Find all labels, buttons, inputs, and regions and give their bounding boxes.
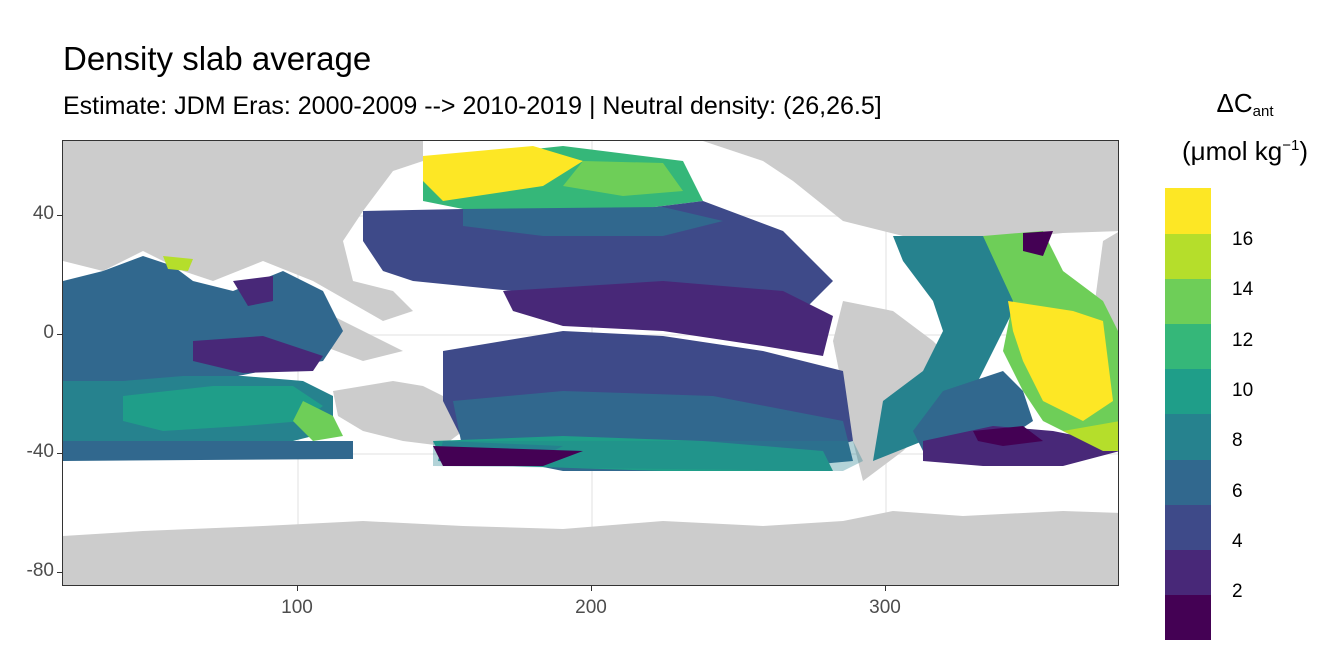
legend-bin [1165, 188, 1211, 234]
legend-title: ΔCant [1216, 88, 1274, 120]
legend-bin [1165, 594, 1211, 641]
legend-bin [1165, 233, 1211, 279]
legend-unit: (μmol kg−1) [1182, 136, 1308, 166]
y-tick-mark [57, 334, 62, 335]
x-tick-label: 100 [281, 597, 313, 618]
y-tick-mark [57, 215, 62, 216]
y-tick-label: -40 [26, 441, 54, 462]
legend-tick [1211, 391, 1217, 392]
legend-bin [1165, 323, 1211, 370]
ocean-fields [63, 146, 1118, 471]
legend-tick [1211, 341, 1217, 342]
legend-label: 10 [1232, 380, 1254, 401]
y-tick-mark [57, 453, 62, 454]
legend-label: 8 [1232, 430, 1243, 451]
legend-bin [1165, 504, 1211, 551]
legend-tick [1211, 592, 1217, 593]
map-subtitle: Estimate: JDM Eras: 2000-2009 --> 2010-2… [63, 92, 882, 120]
legend-tick [1211, 542, 1217, 543]
legend-label: 6 [1232, 481, 1243, 502]
legend-tick [1211, 492, 1217, 493]
x-tick-mark [297, 586, 298, 591]
legend-bin [1165, 278, 1211, 325]
legend-label: 12 [1232, 330, 1254, 351]
x-tick-label: 200 [575, 597, 607, 618]
legend-label: 4 [1232, 531, 1243, 552]
legend-tick [1211, 441, 1217, 442]
legend-tick [1211, 240, 1217, 241]
y-tick-label: 40 [32, 203, 54, 224]
legend-bin [1165, 549, 1211, 596]
legend-colorbar [1165, 188, 1211, 641]
map-panel [62, 140, 1119, 586]
ocean-map [63, 141, 1118, 585]
legend-label: 2 [1232, 581, 1243, 602]
legend-tick [1211, 290, 1217, 291]
map-title: Density slab average [63, 40, 372, 77]
x-tick-mark [591, 586, 592, 591]
legend-bin [1165, 459, 1211, 505]
y-tick-mark [57, 572, 62, 573]
legend-bin [1165, 368, 1211, 415]
x-tick-label: 300 [869, 597, 901, 618]
y-tick-label: -80 [26, 560, 54, 581]
x-tick-mark [885, 586, 886, 591]
legend-label: 16 [1232, 229, 1254, 250]
y-tick-label: 0 [43, 322, 54, 343]
legend-bin [1165, 414, 1211, 460]
legend-label: 14 [1232, 279, 1254, 300]
